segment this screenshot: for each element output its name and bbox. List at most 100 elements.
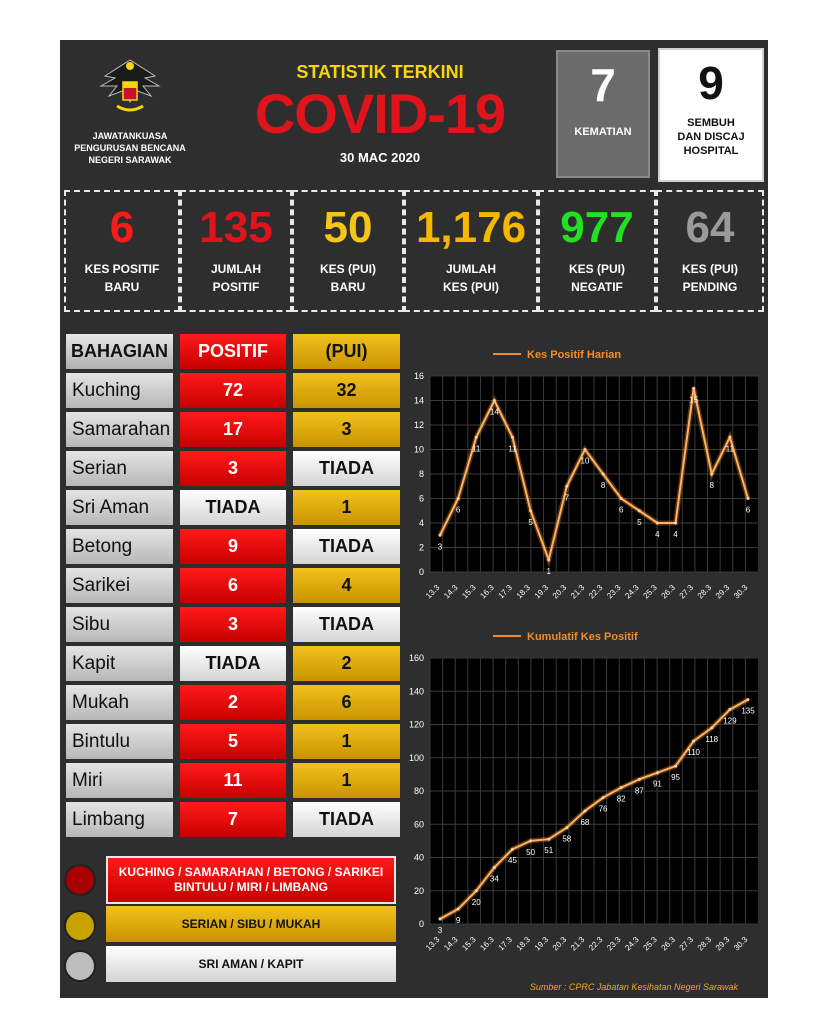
data-point: [637, 509, 641, 513]
division-name: Sri Aman: [66, 490, 173, 525]
data-point: [601, 796, 605, 800]
data-label: 82: [617, 795, 626, 804]
data-point: [492, 399, 496, 402]
deaths-box: 7 KEMATIAN: [556, 50, 650, 178]
positive-count: 17: [180, 412, 286, 447]
x-tick-label: 16.3: [478, 583, 496, 601]
stat-label-line: NEGATIF: [571, 280, 623, 294]
y-tick-label: 140: [409, 686, 424, 696]
division-name: Serian: [66, 451, 173, 486]
recovered-label-line: DAN DISCAJ: [677, 131, 745, 143]
data-label: 3: [438, 926, 443, 935]
report-date: 30 MAC 2020: [339, 150, 421, 165]
x-tick-label: 22.3: [587, 583, 605, 601]
data-point: [692, 739, 696, 743]
data-point: [674, 764, 678, 768]
stat-label: JUMLAH POSITIF: [182, 260, 290, 296]
pui-count: 2: [293, 646, 400, 681]
positive-count: TIADA: [180, 646, 286, 681]
data-point: [710, 472, 714, 476]
agency-line: PENGURUSAN BENCANA: [74, 143, 186, 153]
x-tick-label: 28.3: [696, 935, 714, 953]
pui-count: TIADA: [293, 451, 400, 486]
table-row: Limbang 7 TIADA: [66, 802, 402, 839]
data-point: [510, 435, 514, 439]
stat-label-line: JUMLAH: [211, 262, 261, 276]
red-indicator-icon: [64, 864, 96, 896]
pui-count: 3: [293, 412, 400, 447]
stat-pending-pui: 64 KES (PUI) PENDING: [656, 190, 764, 312]
division-name: Miri: [66, 763, 173, 798]
infographic-board: JAWATANKUASA PENGURUSAN BENCANA NEGERI S…: [60, 40, 768, 998]
x-tick-label: 28.3: [696, 583, 714, 601]
stat-label-line: KES (PUI): [442, 280, 499, 294]
series-line: [439, 388, 749, 564]
page-title: STATISTIK TERKINI: [296, 62, 464, 82]
recovered-value: 9: [698, 57, 724, 109]
stat-label-line: POSITIF: [212, 280, 260, 294]
data-label: 34: [490, 874, 499, 883]
x-tick-label: 17.3: [497, 935, 515, 953]
x-tick-label: 26.3: [660, 583, 678, 601]
legend-label: Kes Positif Harian: [527, 349, 621, 361]
data-label: 76: [599, 805, 608, 814]
header-pui: (PUI): [293, 334, 400, 369]
legend-label: Kumulatif Kes Positif: [527, 631, 638, 643]
x-tick-label: 29.3: [714, 583, 732, 601]
stat-total-positive: 135 JUMLAH POSITIF: [180, 190, 292, 312]
x-tick-label: 20.3: [551, 583, 569, 601]
y-tick-label: 80: [414, 786, 424, 796]
data-label: 20: [472, 898, 481, 907]
table-row: Serian 3 TIADA: [66, 451, 402, 488]
data-point: [619, 497, 623, 500]
data-label: 15: [689, 395, 698, 404]
pui-count: 1: [293, 763, 400, 798]
stat-label: KES (PUI) NEGATIF: [540, 260, 654, 296]
positive-count: 11: [180, 763, 286, 798]
deaths-value: 7: [590, 59, 616, 111]
positive-count: 2: [180, 685, 286, 720]
y-tick-label: 160: [409, 653, 424, 663]
data-label: 5: [637, 518, 642, 527]
agency-line: NEGERI SARAWAK: [88, 155, 172, 165]
x-tick-label: 27.3: [678, 935, 696, 953]
positive-count: 5: [180, 724, 286, 759]
y-tick-label: 60: [414, 819, 424, 829]
x-tick-label: 23.3: [605, 583, 623, 601]
stat-label: KES (PUI) PENDING: [658, 260, 762, 296]
data-label: 68: [580, 818, 589, 827]
x-tick-label: 25.3: [641, 935, 659, 953]
sarawak-emblem-icon: [99, 59, 161, 112]
stat-negative-pui: 977 KES (PUI) NEGATIF: [538, 190, 656, 312]
header-division: BAHAGIAN: [66, 334, 173, 369]
pui-count: 4: [293, 568, 400, 603]
data-point: [655, 771, 659, 775]
data-point: [456, 907, 460, 911]
stat-label-line: JUMLAH: [446, 262, 496, 276]
x-tick-label: 22.3: [587, 935, 605, 953]
series-line: [439, 698, 749, 920]
stat-label-line: PENDING: [682, 280, 738, 294]
data-point: [474, 435, 478, 439]
yellow-indicator-icon: [64, 910, 96, 942]
data-point: [655, 521, 659, 525]
legend-red-label: KUCHING / SAMARAHAN / BETONG / SARIKEI B…: [106, 856, 396, 904]
stat-label-line: KES (PUI): [681, 262, 738, 276]
x-tick-label: 15.3: [460, 583, 478, 601]
data-point: [492, 865, 496, 869]
data-point: [746, 497, 750, 500]
data-point: [637, 777, 641, 781]
table-row: Miri 11 1: [66, 763, 402, 800]
data-point: [565, 484, 569, 488]
positive-count: 3: [180, 607, 286, 642]
x-tick-label: 23.3: [605, 935, 623, 953]
data-label: 7: [565, 493, 570, 502]
data-point: [601, 472, 605, 476]
data-label: 3: [438, 542, 443, 551]
pui-count: TIADA: [293, 529, 400, 564]
stat-value: 977: [560, 203, 634, 252]
data-label: 6: [746, 506, 751, 515]
y-tick-label: 20: [414, 886, 424, 896]
recovered-box: 9 SEMBUH DAN DISCAJ HOSPITAL: [658, 48, 764, 182]
